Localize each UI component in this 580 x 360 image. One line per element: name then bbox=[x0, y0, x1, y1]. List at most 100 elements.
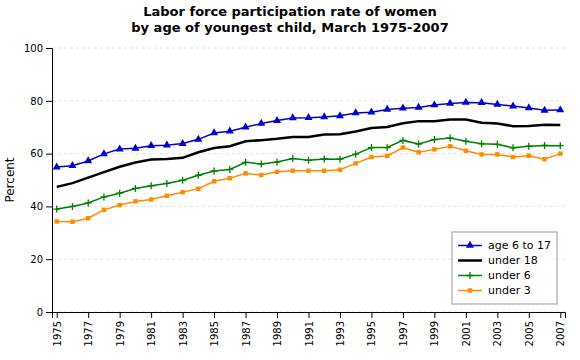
marker bbox=[196, 186, 200, 190]
series-line bbox=[57, 138, 561, 209]
marker bbox=[369, 155, 373, 159]
series-line bbox=[57, 102, 561, 167]
marker bbox=[242, 123, 250, 130]
x-tick-mark bbox=[371, 312, 372, 318]
marker bbox=[306, 169, 310, 173]
x-tick-mark bbox=[309, 312, 310, 318]
legend-marker bbox=[466, 241, 474, 248]
marker bbox=[368, 144, 375, 151]
marker bbox=[86, 216, 90, 220]
marker bbox=[289, 155, 296, 162]
y-tick-mark bbox=[46, 206, 52, 207]
marker bbox=[384, 144, 391, 151]
x-tick-label: 1985 bbox=[209, 321, 220, 346]
marker bbox=[258, 160, 265, 167]
marker bbox=[509, 101, 517, 108]
marker bbox=[242, 159, 249, 166]
marker bbox=[447, 135, 454, 142]
marker bbox=[556, 105, 564, 112]
marker bbox=[558, 151, 562, 155]
marker bbox=[510, 144, 517, 151]
x-tick-mark bbox=[466, 312, 467, 318]
x-tick-label: 2005 bbox=[524, 321, 535, 346]
x-tick: 1989 bbox=[272, 312, 283, 346]
marker bbox=[243, 171, 247, 175]
title-line: Labor force participation rate of women bbox=[143, 4, 436, 19]
marker bbox=[163, 141, 171, 148]
x-tick-mark bbox=[183, 312, 184, 318]
x-tick: 1999 bbox=[429, 312, 440, 346]
x-tick-mark bbox=[214, 312, 215, 318]
marker bbox=[525, 103, 533, 110]
x-tick: 1983 bbox=[178, 312, 189, 346]
marker bbox=[493, 100, 501, 107]
marker bbox=[212, 179, 216, 183]
x-tick: 2005 bbox=[524, 312, 535, 346]
series bbox=[54, 144, 562, 224]
marker bbox=[274, 159, 281, 166]
marker bbox=[84, 156, 92, 163]
x-tick: 1997 bbox=[398, 312, 409, 346]
marker bbox=[511, 155, 515, 159]
series bbox=[57, 120, 561, 187]
series bbox=[53, 135, 564, 213]
x-tick: 1993 bbox=[335, 312, 346, 346]
marker bbox=[53, 162, 61, 169]
marker bbox=[179, 177, 186, 184]
marker bbox=[116, 190, 123, 197]
legend-label: under 3 bbox=[488, 284, 531, 297]
y-tick-mark bbox=[46, 101, 52, 102]
marker bbox=[415, 141, 422, 148]
series bbox=[53, 98, 565, 170]
marker bbox=[462, 98, 470, 105]
y-tick: 0 bbox=[37, 307, 52, 318]
marker bbox=[132, 185, 139, 192]
marker bbox=[226, 166, 233, 173]
series-line bbox=[57, 120, 561, 187]
marker bbox=[100, 193, 107, 200]
x-tick: 2001 bbox=[461, 312, 472, 346]
x-tick: 1985 bbox=[209, 312, 220, 346]
marker bbox=[53, 206, 60, 213]
marker bbox=[527, 153, 531, 157]
marker bbox=[321, 155, 328, 162]
marker bbox=[85, 199, 92, 206]
marker bbox=[495, 152, 499, 156]
marker bbox=[289, 113, 297, 120]
marker bbox=[338, 167, 342, 171]
marker bbox=[557, 142, 564, 149]
y-tick-mark bbox=[46, 48, 52, 49]
x-tick-mark bbox=[434, 312, 435, 318]
marker bbox=[432, 147, 436, 151]
marker bbox=[304, 113, 312, 120]
x-tick: 1995 bbox=[366, 312, 377, 346]
marker bbox=[275, 170, 279, 174]
legend-label: under 6 bbox=[488, 269, 531, 282]
marker bbox=[100, 149, 108, 156]
marker bbox=[525, 143, 532, 150]
legend-entry: under 3 bbox=[458, 284, 531, 297]
y-tick-label: 60 bbox=[30, 148, 43, 159]
legend-marker bbox=[468, 288, 472, 292]
marker bbox=[353, 161, 357, 165]
marker bbox=[352, 108, 360, 115]
x-tick-mark bbox=[57, 312, 58, 318]
x-tick-mark bbox=[529, 312, 530, 318]
y-tick-label: 0 bbox=[37, 307, 43, 318]
x-tick-label: 1999 bbox=[429, 321, 440, 346]
x-tick-label: 1989 bbox=[272, 321, 283, 346]
x-tick-mark bbox=[246, 312, 247, 318]
x-tick-label: 2007 bbox=[555, 321, 566, 346]
marker bbox=[70, 219, 74, 223]
marker bbox=[478, 98, 486, 105]
y-tick: 80 bbox=[30, 96, 52, 107]
y-tick-label: 100 bbox=[24, 43, 43, 54]
chart: 1975197719791981198319851987198919911993… bbox=[0, 0, 580, 360]
x-tick-mark bbox=[560, 312, 561, 318]
marker bbox=[133, 199, 137, 203]
y-tick-mark bbox=[46, 312, 52, 313]
y-tick: 100 bbox=[24, 43, 52, 54]
x-tick: 1987 bbox=[241, 312, 252, 346]
legend-swatch bbox=[458, 259, 482, 262]
marker bbox=[165, 194, 169, 198]
